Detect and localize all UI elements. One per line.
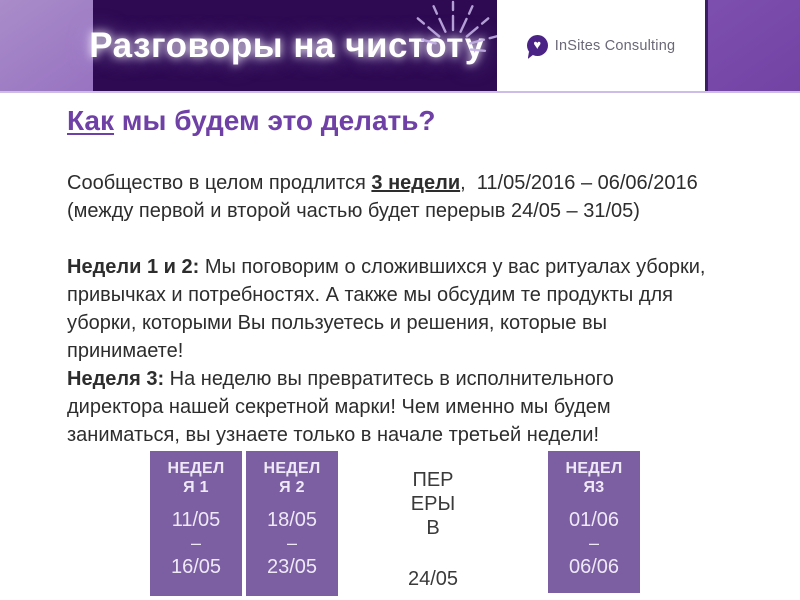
week-2-start-date: 18/05 [266,509,318,531]
weeks-1-2-lead: Недели 1 и 2: [67,256,200,278]
week-3-end-date: 06/06 [568,556,620,578]
intro-paragraph: Сообщество в целом продлится 3 недели, 1… [67,169,783,225]
week-3-paragraph: Неделя 3: На неделю вы превратитесь в ис… [67,365,783,449]
brand-logo-box: ♥ InSites Consulting [497,0,708,91]
page-title-underlined-word: Как [67,105,115,136]
week-2-label: НЕДЕЛ Я 2 [263,460,321,496]
week-1-end-date: 16/05 [170,556,222,578]
page-title-rest: мы будем это делать? [114,105,436,136]
brand-name: InSites Consulting [554,37,676,54]
week-1-start-date: 11/05 [171,509,221,531]
program-logo-box: Разговоры на чистоту [89,0,499,91]
week-2-end-date: 23/05 [266,556,318,578]
week-3-card: НЕДЕЛ Я3 01/06 – 06/06 [548,451,640,593]
week-1-date-separator: – [190,533,201,553]
week-1-label: НЕДЕЛ Я 1 [167,460,225,496]
header-banner: Разговоры на чистоту ♥ InSites Consultin… [0,0,800,93]
intro-pre: Сообщество в целом продлится [67,172,372,194]
weeks-1-2-paragraph: Недели 1 и 2: Мы поговорим о сложившихся… [67,253,783,365]
week-1-card: НЕДЕЛ Я 1 11/05 – 16/05 [150,451,242,596]
body-text: Сообщество в целом продлится 3 недели, 1… [67,169,783,449]
program-logo-title: Разговоры на чистоту [89,25,485,65]
week-3-label: НЕДЕЛ Я3 [565,460,623,496]
heart-speech-bubble-icon: ♥ [526,35,548,56]
break-date: 24/05 [407,568,459,590]
intro-highlight: 3 недели [371,172,461,194]
intro-rest: , 11/05/2016 – 06/06/2016 (между первой … [67,172,698,222]
break-column: ПЕР ЕРЫ В 24/05 [387,451,479,591]
week-3-text: На неделю вы превратитесь в исполнительн… [67,368,614,446]
week-3-date-separator: – [588,533,599,553]
week-2-date-separator: – [286,533,297,553]
week-3-lead: Неделя 3: [67,368,165,390]
break-label: ПЕР ЕРЫ В [410,469,456,539]
page-title: Как мы будем это делать? [67,105,436,137]
week-3-start-date: 01/06 [568,509,620,531]
week-2-card: НЕДЕЛ Я 2 18/05 – 23/05 [246,451,338,596]
weeks-1-2-text: Мы поговорим о сложившихся у вас ритуала… [67,256,706,362]
